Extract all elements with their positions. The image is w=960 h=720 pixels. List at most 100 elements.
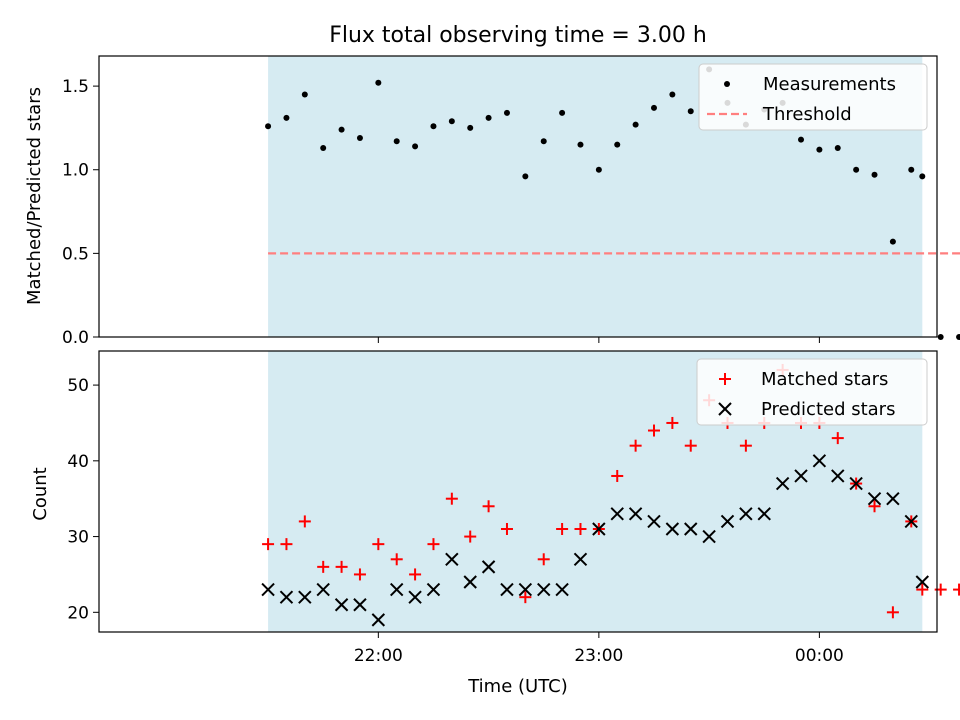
marker-stroke <box>298 590 312 604</box>
marker-stroke <box>592 522 606 536</box>
predicted-stars-marker <box>684 522 698 536</box>
matched-stars-marker <box>409 568 422 581</box>
marker-stroke <box>445 552 459 566</box>
measurement-point <box>356 134 363 141</box>
measurement-point <box>650 104 657 111</box>
matched-stars-marker <box>464 530 477 543</box>
marker-stroke <box>500 582 514 597</box>
legend-box <box>698 63 928 131</box>
measurement-point <box>853 166 860 173</box>
measurement-point <box>577 141 584 148</box>
matched-stars-marker <box>262 538 275 551</box>
x-tick-label: 00:00 <box>795 646 844 666</box>
predicted-stars-marker <box>904 514 918 529</box>
marker-stroke <box>371 613 386 627</box>
marker-stroke <box>316 582 330 597</box>
y-tick-label: 0.5 <box>62 244 89 264</box>
measurement-point <box>320 144 327 151</box>
marker-stroke <box>334 598 349 612</box>
marker-stroke <box>518 582 533 597</box>
measurement-point <box>871 171 878 178</box>
measurement-point <box>448 118 455 125</box>
marker-stroke <box>353 598 367 612</box>
predicted-stars-marker <box>353 598 367 612</box>
matched-stars-marker <box>372 538 385 551</box>
predicted-stars-marker <box>849 476 863 491</box>
marker-stroke <box>390 582 404 597</box>
predicted-stars-marker <box>261 582 275 597</box>
predicted-stars-marker <box>757 507 771 521</box>
marker-stroke <box>610 507 624 521</box>
legend-label: Measurements <box>763 74 896 95</box>
predicted-stars-marker <box>518 582 533 597</box>
predicted-stars-marker <box>831 469 845 483</box>
measurement-point <box>908 166 915 173</box>
predicted-stars-marker <box>702 529 716 544</box>
top-y-axis-label: Matched/Predicted stars <box>24 87 45 305</box>
matched-stars-marker <box>482 500 495 513</box>
measurement-point <box>559 109 566 116</box>
marker-stroke <box>426 582 441 597</box>
predicted-stars-marker <box>279 590 294 604</box>
matched-stars-marker <box>280 538 293 551</box>
x-tick-label: 23:00 <box>574 646 623 666</box>
marker-stroke <box>886 491 900 506</box>
marker-stroke <box>463 575 477 589</box>
predicted-stars-marker <box>390 582 404 597</box>
measurement-point <box>265 123 272 130</box>
bottom-y-axis-label: Count <box>30 467 51 520</box>
matched-stars-marker <box>556 522 569 535</box>
matched-stars-marker <box>445 492 458 505</box>
matched-stars-marker <box>868 500 881 513</box>
measurement-point <box>430 123 437 130</box>
measurement-point <box>687 108 694 115</box>
predicted-stars-marker <box>426 582 441 597</box>
marker-stroke <box>665 522 680 536</box>
legend: Matched stars Predicted stars <box>696 358 928 426</box>
legend-label: Matched stars <box>761 369 888 390</box>
measurement-point <box>919 173 926 180</box>
matched-stars-marker <box>335 560 348 573</box>
predicted-stars-marker <box>573 552 588 566</box>
predicted-stars-marker <box>886 491 900 506</box>
measurement-point <box>614 141 621 148</box>
matched-stars-marker <box>886 606 899 619</box>
matched-stars-marker <box>629 439 642 452</box>
legend-label: Threshold <box>762 104 852 125</box>
axes-frame <box>98 350 938 633</box>
predicted-stars-marker <box>647 514 661 529</box>
predicted-stars-marker <box>812 454 827 468</box>
marker-stroke <box>684 522 698 536</box>
matched-stars-marker <box>519 591 532 604</box>
matched-stars-marker <box>298 515 311 528</box>
marker-stroke <box>904 514 918 529</box>
legend-predicted-key <box>718 402 732 416</box>
measurement-point <box>540 138 547 145</box>
measurement-point <box>669 91 676 98</box>
measurement-point <box>393 138 400 145</box>
y-tick-label: 40 <box>67 452 89 472</box>
marker-stroke <box>757 507 771 521</box>
axes-frame <box>98 55 938 338</box>
measurement-point <box>816 146 823 153</box>
y-tick-label: 30 <box>67 528 89 548</box>
predicted-stars-marker <box>628 507 643 521</box>
predicted-stars-marker <box>445 552 459 566</box>
measurement-point <box>301 91 308 98</box>
predicted-stars-marker <box>334 598 349 612</box>
measurement-point <box>485 114 492 121</box>
predicted-stars-marker <box>775 476 790 491</box>
marker-stroke <box>702 529 716 544</box>
marker-stroke <box>481 560 496 574</box>
measurement-point <box>937 334 944 340</box>
measurement-point <box>632 121 639 128</box>
top-panel: 0.0 0.5 1.0 1.5 Measurements Threshold <box>62 55 960 348</box>
marker-stroke <box>628 507 643 521</box>
matched-stars-marker <box>317 560 330 573</box>
bottom-panel: 2030405022:0023:0000:0001:0002:00Matched… <box>67 350 960 666</box>
measurement-point <box>834 144 841 151</box>
matched-stars-marker <box>500 522 513 535</box>
matched-stars-marker <box>666 416 679 429</box>
matched-stars-marker <box>684 439 697 452</box>
measurement-point <box>503 109 510 116</box>
